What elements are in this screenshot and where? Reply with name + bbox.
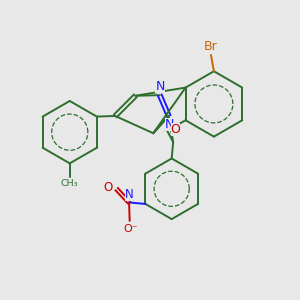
Text: O⁻: O⁻ [124, 224, 138, 234]
Text: O: O [103, 181, 112, 194]
Text: N: N [125, 188, 134, 201]
Text: CH₃: CH₃ [61, 179, 79, 188]
Text: N: N [155, 80, 165, 93]
Text: N: N [165, 118, 174, 131]
Text: Br: Br [204, 40, 218, 53]
Text: O: O [170, 123, 180, 136]
